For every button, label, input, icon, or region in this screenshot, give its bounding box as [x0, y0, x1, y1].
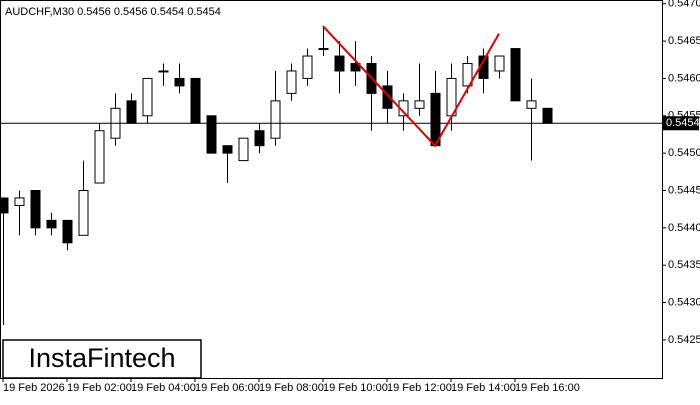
- x-tick-label: 19 Feb 12:00: [387, 382, 452, 394]
- candle-body: [206, 115, 217, 154]
- candle-body: [62, 219, 73, 244]
- candle-body: [526, 100, 537, 109]
- logo: InstaFintech: [28, 343, 175, 373]
- chart-title: AUDCHF,M30 0.5456 0.5456 0.5454 0.5454: [5, 6, 221, 18]
- y-tick-label: 0.5440: [668, 222, 700, 234]
- candle-body: [94, 130, 105, 184]
- y-tick-label: 0.5460: [668, 72, 700, 84]
- x-tick-label: 19 Feb 16:00: [515, 382, 580, 394]
- last-price-label: 0.5454: [666, 117, 700, 129]
- candle-body: [302, 55, 313, 79]
- candle-body: [30, 189, 41, 229]
- y-tick-label: 0.5430: [668, 296, 700, 308]
- y-tick-label: 0.5470: [668, 0, 700, 10]
- x-tick-label: 19 Feb 08:00: [259, 382, 324, 394]
- candle-body: [382, 85, 393, 109]
- candle-body: [286, 70, 297, 94]
- pattern-line: [322, 25, 500, 148]
- last-price-box: [663, 116, 699, 131]
- candle-body: [126, 100, 137, 124]
- logo-box: [2, 339, 202, 379]
- y-tick-label: 0.5450: [668, 147, 700, 159]
- candle-body: [318, 48, 329, 51]
- candle-body: [510, 48, 521, 102]
- candle-body: [414, 100, 425, 109]
- plot-frame: [0, 0, 663, 379]
- candle-body: [238, 137, 249, 162]
- candle-body: [334, 55, 345, 72]
- candle-body: [14, 197, 25, 206]
- x-tick-label: 19 Feb 10:00: [323, 382, 388, 394]
- candle-body: [350, 62, 361, 72]
- candle-body: [142, 77, 153, 117]
- candle-body: [46, 219, 57, 229]
- y-tick-label: 0.5465: [668, 35, 700, 47]
- y-tick-label: 0.5435: [668, 259, 700, 271]
- candle-body: [174, 77, 185, 87]
- candle-body: [542, 107, 553, 124]
- candle-body: [190, 77, 201, 124]
- x-tick-label: 19 Feb 2026: [3, 382, 65, 394]
- x-tick-label: 19 Feb 06:00: [195, 382, 260, 394]
- candle-body: [462, 62, 473, 87]
- candle-body: [222, 145, 233, 154]
- y-tick-label: 0.5425: [668, 334, 700, 346]
- candle-body: [494, 55, 505, 72]
- candle-body: [158, 70, 169, 73]
- x-tick-label: 19 Feb 14:00: [451, 382, 516, 394]
- candle-body: [254, 130, 265, 147]
- y-tick-label: 0.5445: [668, 184, 700, 196]
- candle-body: [270, 100, 281, 139]
- candle-body: [78, 189, 89, 236]
- x-tick-label: 19 Feb 04:00: [131, 382, 196, 394]
- candle-body: [0, 197, 9, 214]
- x-tick-label: 19 Feb 02:00: [67, 382, 132, 394]
